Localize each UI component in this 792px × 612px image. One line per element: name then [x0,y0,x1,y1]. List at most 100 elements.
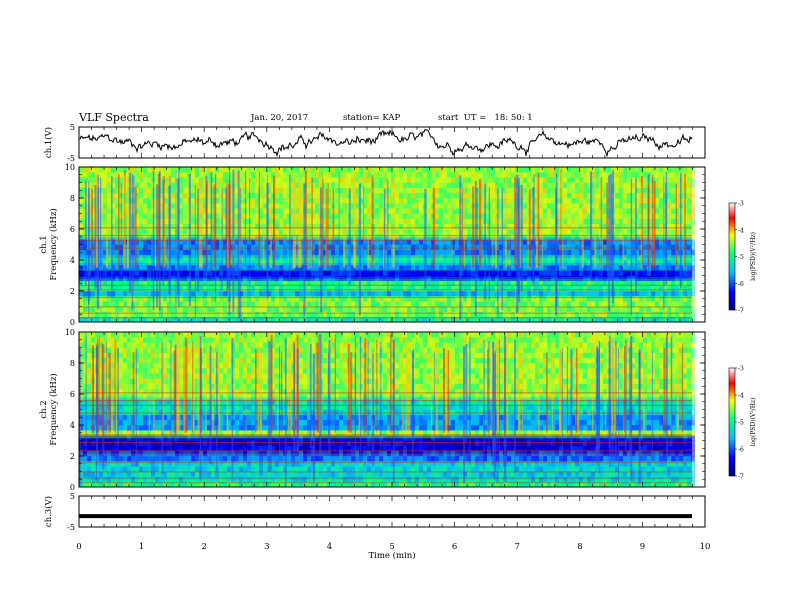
spectrogram-cell [235,223,239,230]
spectrogram-cell [311,254,315,261]
spectrogram-cell [191,265,195,271]
spectrogram-cell [595,265,599,271]
spectrogram-cell [247,218,251,225]
spectrogram-cell [587,244,591,250]
spectrogram-cell [419,172,423,178]
spectrogram-cell [687,208,691,214]
spectrogram-cell [363,192,367,199]
spectrogram-cell [643,192,647,199]
spectrogram-cell [431,275,435,281]
spectrogram-cell [331,311,335,318]
spectrogram-cell [403,260,407,266]
spectrogram-cell [687,223,691,230]
spectrogram-cell [279,249,283,256]
spectrogram-cell [551,306,555,312]
spectrogram-cell [287,311,291,318]
spectrogram-cell [139,172,143,178]
spectrogram-cell [211,234,215,240]
spectrogram-cell [595,239,599,245]
spectrogram-cell [643,203,647,209]
spectrogram-cell [575,229,579,235]
spectrogram-cell [287,249,291,256]
spectrogram-cell [139,301,143,307]
spectrogram-cell [299,265,303,271]
spectrogram-cell [91,311,95,318]
spectrogram-cell [203,254,207,261]
spectrogram-cell [691,167,695,173]
spectrogram-cell [547,265,551,271]
spectrogram-cell [559,280,563,287]
spectrogram-cell [251,182,255,188]
spectrogram-cell [579,203,583,209]
spectrogram-cell [595,249,599,256]
spectrogram-cell [111,192,115,199]
spectrogram-cell [575,203,579,209]
spectrogram-cell [567,172,571,178]
spectrogram-cell [447,218,451,225]
spectrogram-cell [655,296,659,302]
spectrogram-cell [495,285,499,292]
spectrogram-cell [147,234,151,240]
spectrogram-cell [455,280,459,287]
spectrogram-cell [275,306,279,312]
spectrogram-cell [587,172,591,178]
spectrogram-cell [267,218,271,225]
spectrogram-cell [415,198,419,204]
sferic-streak [508,184,510,268]
spectrogram-cell [251,260,255,266]
spectrogram-cell [303,167,307,173]
spectrogram-cell [523,182,527,188]
spectrogram-cell [143,229,147,235]
spectrogram-cell [171,167,175,173]
spectrogram-cell [195,249,199,256]
spectrogram-cell [107,249,111,256]
spectrogram-cell [627,213,631,219]
spectrogram-cell [211,275,215,281]
spectrogram-cell [111,234,115,240]
spectrogram-cell [215,192,219,199]
spectrogram-cell [207,306,211,312]
spectrogram-cell [83,218,87,225]
spectrogram-cell [479,316,483,323]
spectrogram-cell [447,234,451,240]
spectrogram-cell [335,198,339,204]
spectrogram-cell [247,229,251,235]
spectrogram-cell [407,203,411,209]
spectrogram-cell [195,198,199,204]
spectrogram-cell [263,301,267,307]
spectrogram-cell [635,203,639,209]
spectrogram-cell [551,254,555,261]
spectrogram-cell [671,301,675,307]
spectrogram-cell [255,223,259,230]
spectrogram-cell [627,203,631,209]
spectrogram-cell [143,167,147,173]
spectrogram-cell [203,177,207,183]
spectrogram-cell [507,306,511,312]
spectrogram-cell [667,208,671,214]
spectrogram-cell [595,280,599,287]
spectrogram-cell [499,198,503,204]
spectrogram-cell [627,249,631,256]
spectrogram-cell [79,244,83,250]
spectrogram-cell [147,280,151,287]
spectrogram-cell [379,306,383,312]
spectrogram-cell [311,265,315,271]
spectrogram-cell [659,296,663,302]
spectrogram-cell [99,291,103,297]
spectrogram-cell [295,223,299,230]
spectrogram-cell [347,301,351,307]
spectrogram-cell [367,306,371,312]
spectrogram-cell [267,249,271,256]
spectrogram-cell [335,208,339,214]
spectrogram-cell [667,275,671,281]
spectrogram-cell [275,301,279,307]
spectrogram-cell [355,244,359,250]
spectrogram-cell [551,218,555,225]
spectrogram-cell [223,167,227,173]
sferic-streak [463,169,465,268]
spectrogram-cell [279,229,283,235]
spectrogram-cell [191,198,195,204]
spectrogram-cell [687,239,691,245]
spectrogram-cell [519,306,523,312]
spectrogram-cell [627,301,631,307]
